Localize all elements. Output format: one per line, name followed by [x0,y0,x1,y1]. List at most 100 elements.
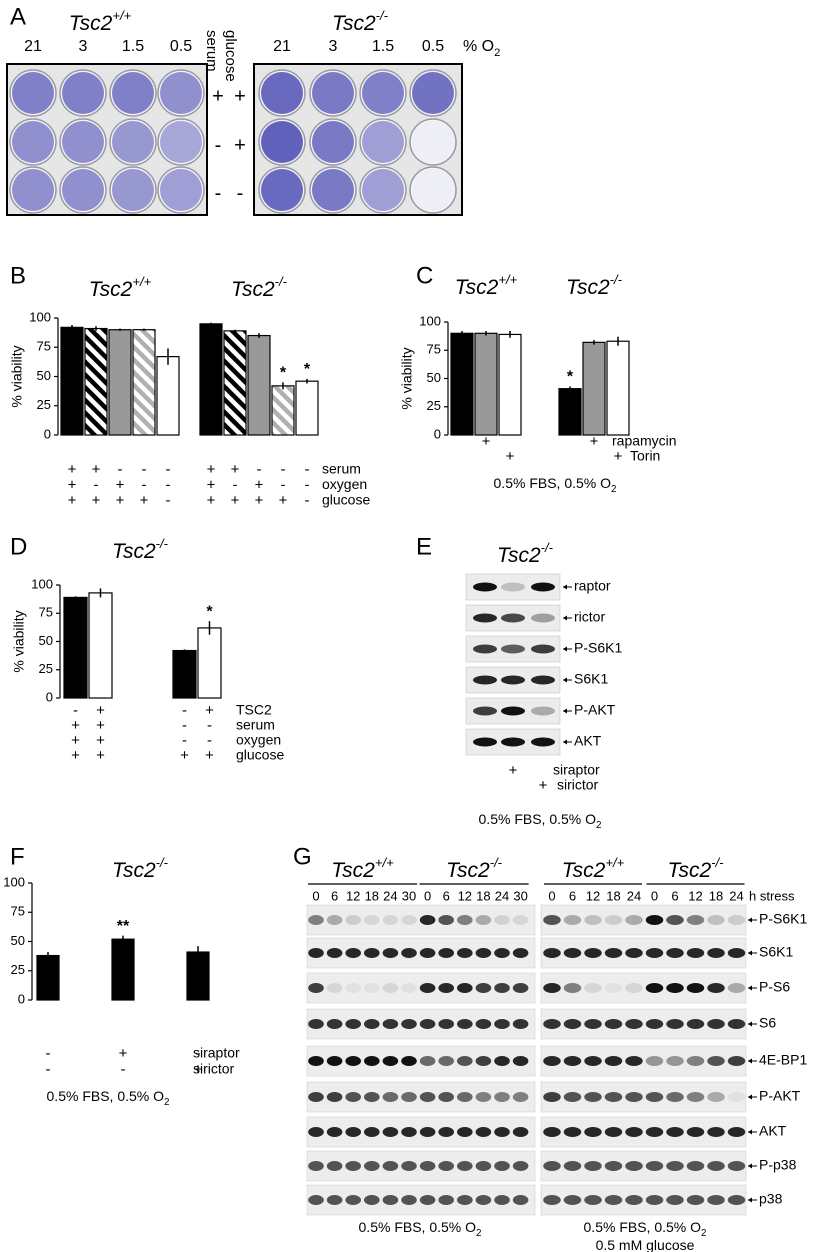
genotype-label: Tsc2-/- [566,272,623,299]
band [666,983,684,993]
band [686,1127,705,1137]
time-point: 18 [606,888,620,903]
bar [84,327,108,436]
subscript: 2 [494,47,500,59]
condition-label: oxygen [322,476,367,492]
condition-sign: + [68,476,77,493]
band [308,1019,324,1029]
band [645,1092,664,1102]
band [584,1127,602,1137]
condition-label: serum [203,30,220,72]
condition-sign: + [279,492,288,509]
band [645,915,664,925]
band [666,1056,684,1066]
band [401,948,417,958]
genotype: -/- [541,540,554,555]
y-tick-label: 100 [29,309,51,324]
y-tick-label: 100 [31,576,53,591]
caption-text: 0.5% FBS, 0.5% O [359,1219,477,1235]
y-tick-label: 25 [427,398,441,413]
band [666,948,684,958]
y-tick-label: 75 [11,904,25,919]
condition-label: sirictor [557,777,599,793]
dish-stain [362,169,404,211]
condition-sign: + [590,433,599,450]
band [727,1056,746,1066]
condition-sign: + [140,492,149,509]
time-point: 0 [548,888,555,903]
subscript: 2 [701,1228,706,1239]
band [457,1161,473,1171]
condition-sign: + [92,461,101,478]
condition-label: rapamycin [612,433,677,449]
band [604,1092,623,1102]
dish-stain [412,169,454,211]
dish-stain [62,72,104,114]
condition-sign: - [305,461,310,478]
band [512,1161,529,1171]
band [473,613,497,623]
band [419,1127,436,1137]
band [604,983,623,993]
band [475,1019,492,1029]
band [666,1161,684,1171]
condition-label: serum [322,461,361,477]
oxygen-level: 3 [79,38,88,55]
band [494,1092,510,1102]
blot-label: 4E-BP1 [759,1052,807,1068]
band [727,948,746,958]
band [604,1161,623,1171]
subscript: 2 [596,820,601,831]
condition-sign: + [71,732,80,749]
band [563,1092,582,1102]
band [438,983,455,993]
caption-text: 0.5% FBS, 0.5% O [584,1219,702,1235]
time-point: 24 [729,888,743,903]
arrow-head [748,1058,752,1064]
band [686,983,705,993]
gene-name: Tsc2 [566,276,610,299]
dish-stain [160,169,202,211]
time-point: 24 [495,888,509,903]
genotype: +/+ [375,855,394,870]
dish-stain [261,72,303,114]
band [457,983,473,993]
y-tick-label: 0 [44,426,51,441]
condition-sign: + [116,476,125,493]
arrow-head [563,615,567,621]
band [457,1019,473,1029]
condition-label: siraptor [193,1045,240,1061]
time-point: 18 [476,888,490,903]
blot-label: S6 [759,1015,776,1031]
band [686,1019,705,1029]
time-point: 12 [688,888,702,903]
condition-sign: + [234,85,246,107]
band [438,1092,455,1102]
blot-label: S6K1 [759,944,793,960]
condition-sign: - [281,461,286,478]
gene-name: Tsc2 [668,859,712,882]
time-unit: h stress [749,888,795,903]
band [494,1195,510,1205]
y-tick-label: 100 [3,874,25,889]
band [686,1056,705,1066]
bar [60,326,84,436]
band [308,983,324,993]
condition-sign: + [255,476,264,493]
caption: 0.5% FBS, 0.5% O2 [359,1219,482,1239]
band [727,915,746,925]
oxygen-level: 0.5 [170,38,192,55]
band [707,1056,725,1066]
blot-label: P-p38 [759,1157,797,1173]
caption-text: % O [463,38,494,55]
blot-label: P-S6K1 [574,640,622,656]
bar [36,954,60,1001]
gene-name: Tsc2 [112,540,156,563]
band [501,706,525,716]
band [438,1019,455,1029]
band [326,1161,343,1171]
band [512,1056,529,1066]
bar [558,388,582,436]
band [419,1019,436,1029]
